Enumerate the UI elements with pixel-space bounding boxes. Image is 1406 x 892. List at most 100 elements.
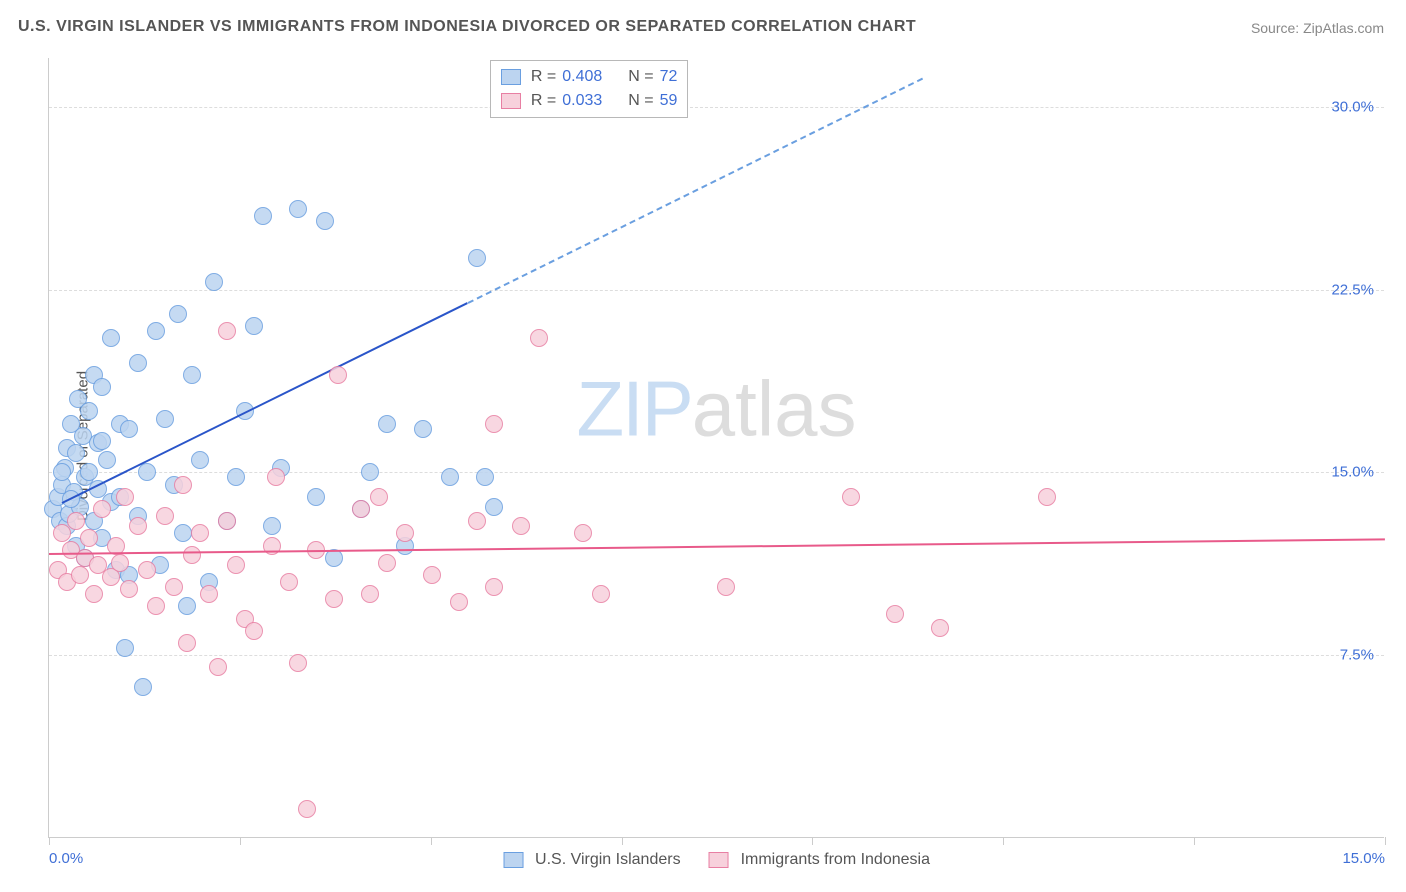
data-point [111, 554, 129, 572]
data-point [485, 415, 503, 433]
gridline [49, 655, 1384, 656]
trend-line [49, 538, 1385, 555]
data-point [98, 451, 116, 469]
data-point [316, 212, 334, 230]
data-point [886, 605, 904, 623]
data-point [53, 463, 71, 481]
r-value: 0.408 [562, 65, 602, 89]
n-label: N = [628, 89, 653, 113]
data-point [325, 590, 343, 608]
data-point [93, 500, 111, 518]
data-point [116, 639, 134, 657]
watermark: ZIPatlas [576, 363, 856, 454]
data-point [147, 322, 165, 340]
data-point [574, 524, 592, 542]
data-point [218, 322, 236, 340]
data-point [116, 488, 134, 506]
legend-item: U.S. Virgin Islanders [503, 851, 681, 869]
data-point [267, 468, 285, 486]
data-point [378, 554, 396, 572]
data-point [80, 463, 98, 481]
data-point [485, 498, 503, 516]
data-point [156, 410, 174, 428]
r-label: R = [531, 65, 556, 89]
x-tick [1003, 837, 1004, 845]
legend-swatch [501, 69, 521, 85]
correlation-legend: R = 0.408N = 72R = 0.033N = 59 [490, 60, 689, 118]
data-point [414, 420, 432, 438]
data-point [378, 415, 396, 433]
data-point [361, 585, 379, 603]
r-value: 0.033 [562, 89, 602, 113]
data-point [842, 488, 860, 506]
data-point [307, 488, 325, 506]
data-point [174, 524, 192, 542]
watermark-atlas: atlas [692, 364, 857, 452]
legend-swatch [501, 93, 521, 109]
data-point [138, 561, 156, 579]
data-point [129, 517, 147, 535]
data-point [134, 678, 152, 696]
legend-row: R = 0.408 N = 72 [501, 65, 678, 89]
data-point [147, 597, 165, 615]
gridline [49, 107, 1384, 108]
data-point [85, 585, 103, 603]
x-tick [431, 837, 432, 845]
legend-row: R = 0.033N = 59 [501, 89, 678, 113]
data-point [156, 507, 174, 525]
series-name: Immigrants from Indonesia [741, 851, 930, 869]
y-tick-label: 22.5% [1331, 281, 1374, 298]
data-point [476, 468, 494, 486]
data-point [169, 305, 187, 323]
data-point [218, 512, 236, 530]
gridline [49, 472, 1384, 473]
x-tick-label: 0.0% [49, 850, 83, 867]
data-point [717, 578, 735, 596]
legend-item: Immigrants from Indonesia [709, 851, 930, 869]
data-point [165, 578, 183, 596]
data-point [227, 556, 245, 574]
series-legend: U.S. Virgin Islanders Immigrants from Ind… [503, 851, 930, 869]
data-point [191, 451, 209, 469]
data-point [931, 619, 949, 637]
legend-swatch [709, 852, 729, 868]
series-name: U.S. Virgin Islanders [535, 851, 681, 869]
data-point [485, 578, 503, 596]
data-point [120, 580, 138, 598]
data-point [80, 529, 98, 547]
gridline [49, 290, 1384, 291]
source-attribution: Source: ZipAtlas.com [1251, 20, 1384, 36]
r-label: R = [531, 89, 556, 113]
data-point [129, 354, 147, 372]
data-point [71, 566, 89, 584]
data-point [102, 329, 120, 347]
data-point [120, 420, 138, 438]
data-point [254, 207, 272, 225]
data-point [280, 573, 298, 591]
data-point [512, 517, 530, 535]
y-tick-label: 15.0% [1331, 464, 1374, 481]
n-label: N = [628, 65, 653, 89]
x-tick-label: 15.0% [1342, 850, 1385, 867]
scatter-plot: ZIPatlas R = 0.408N = 72R = 0.033N = 59 … [48, 58, 1384, 838]
data-point [245, 317, 263, 335]
data-point [178, 597, 196, 615]
data-point [1038, 488, 1056, 506]
data-point [423, 566, 441, 584]
watermark-zip: ZIP [576, 364, 691, 452]
n-value: 72 [660, 65, 678, 89]
source-prefix: Source: [1251, 20, 1303, 36]
y-tick-label: 30.0% [1331, 98, 1374, 115]
data-point [138, 463, 156, 481]
data-point [93, 432, 111, 450]
data-point [209, 658, 227, 676]
source-name: ZipAtlas.com [1303, 20, 1384, 36]
x-tick [1385, 837, 1386, 845]
data-point [205, 273, 223, 291]
data-point [227, 468, 245, 486]
data-point [329, 366, 347, 384]
y-tick-label: 7.5% [1340, 647, 1374, 664]
data-point [67, 444, 85, 462]
legend-swatch [503, 852, 523, 868]
x-tick [49, 837, 50, 845]
